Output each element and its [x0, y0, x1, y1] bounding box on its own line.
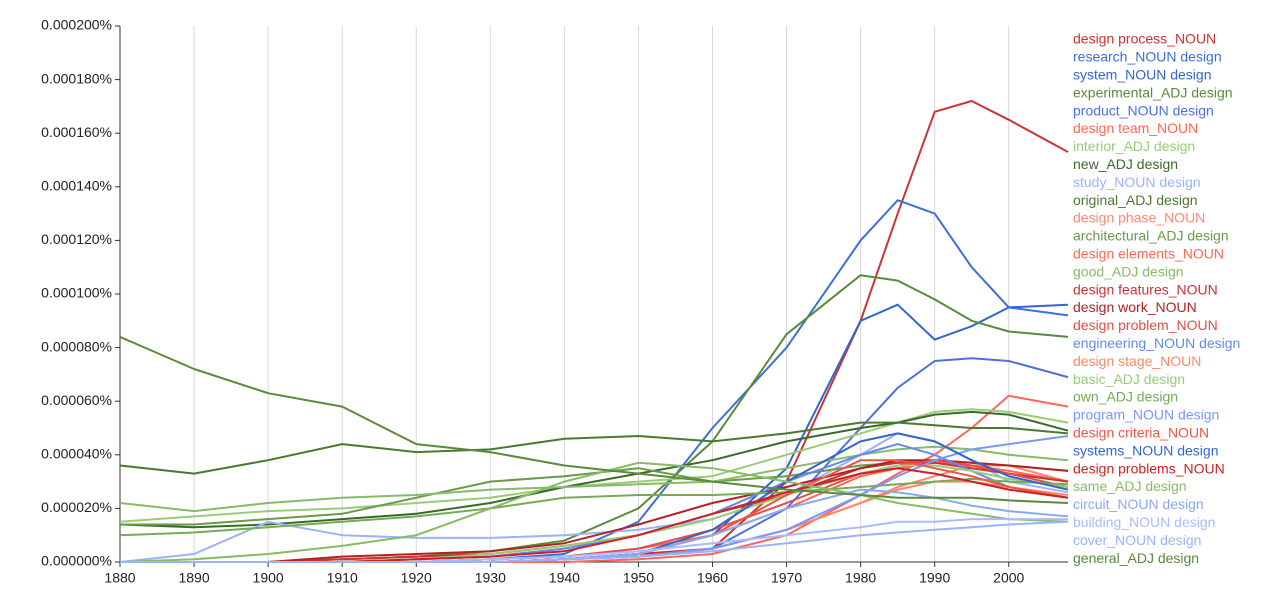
legend-label: design features_NOUN: [1073, 281, 1218, 297]
legend-label: systems_NOUN design: [1073, 442, 1219, 458]
series-line: [119, 410, 1069, 529]
series-line: [119, 461, 1069, 563]
x-tick-label: 1950: [623, 570, 654, 586]
series-line: [120, 459, 1069, 563]
y-tick-label: 0.000000%: [41, 553, 112, 569]
legend-label: design process_NOUN: [1073, 31, 1216, 47]
legend-label: study_NOUN design: [1073, 174, 1201, 190]
y-tick-label: 0.000020%: [41, 499, 112, 515]
y-tick-label: 0.000160%: [41, 124, 112, 140]
legend-label: original_ADJ design: [1073, 192, 1198, 208]
x-tick-label: 1900: [253, 570, 284, 586]
legend-label: product_NOUN design: [1073, 102, 1214, 118]
y-tick-label: 0.000040%: [41, 446, 112, 462]
y-tick-label: 0.000140%: [41, 178, 112, 194]
x-tick-label: 1880: [104, 570, 135, 586]
x-tick-label: 1890: [178, 570, 209, 586]
y-tick-label: 0.000120%: [41, 231, 112, 247]
legend-label: design phase_NOUN: [1073, 210, 1205, 226]
y-tick-label: 0.000060%: [41, 392, 112, 408]
x-tick-label: 1980: [845, 570, 876, 586]
legend-label: design elements_NOUN: [1073, 246, 1224, 262]
x-tick-label: 1960: [697, 570, 728, 586]
legend-label: program_NOUN design: [1073, 407, 1219, 423]
series-line: [120, 520, 1069, 563]
series-line: [120, 459, 1069, 526]
legend-label: design criteria_NOUN: [1073, 425, 1209, 441]
y-tick-label: 0.000080%: [41, 338, 112, 354]
series-line: [119, 477, 1069, 537]
x-tick-label: 1910: [327, 570, 358, 586]
legend-label: own_ADJ design: [1073, 389, 1178, 405]
series-line: [119, 335, 1069, 504]
legend-label: basic_ADJ design: [1073, 371, 1185, 387]
x-tick-label: 1990: [919, 570, 950, 586]
legend-label: cover_NOUN design: [1073, 532, 1201, 548]
legend-label: good_ADJ design: [1073, 263, 1184, 279]
legend-label: building_NOUN design: [1073, 514, 1215, 530]
x-tick-label: 2000: [993, 570, 1024, 586]
legend-label: system_NOUN design: [1073, 67, 1212, 83]
legend-label: design stage_NOUN: [1073, 353, 1201, 369]
x-tick-label: 1930: [475, 570, 506, 586]
legend-label: design problem_NOUN: [1073, 317, 1218, 333]
legend-label: engineering_NOUN design: [1073, 335, 1240, 351]
legend-label: design work_NOUN: [1073, 299, 1197, 315]
legend-label: new_ADJ design: [1073, 156, 1178, 172]
series-line: [120, 464, 1069, 563]
legend-label: design problems_NOUN: [1073, 460, 1225, 476]
legend-label: circuit_NOUN design: [1073, 496, 1204, 512]
legend-label: research_NOUN design: [1073, 49, 1222, 65]
y-tick-label: 0.000100%: [41, 285, 112, 301]
series-line: [120, 488, 1069, 563]
series-line: [120, 464, 1069, 563]
legend-label: interior_ADJ design: [1073, 138, 1195, 154]
series-line: [119, 408, 1069, 523]
x-tick-label: 1970: [771, 570, 802, 586]
legend-label: same_ADJ design: [1073, 478, 1187, 494]
legend-label: experimental_ADJ design: [1073, 84, 1233, 100]
legend-label: architectural_ADJ design: [1073, 228, 1229, 244]
series-line: [119, 421, 1069, 475]
y-tick-label: 0.000200%: [41, 17, 112, 33]
legend-label: general_ADJ design: [1073, 550, 1199, 566]
legend-label: design team_NOUN: [1073, 120, 1198, 136]
y-tick-label: 0.000180%: [41, 70, 112, 86]
x-tick-label: 1940: [549, 570, 580, 586]
series-line: [119, 445, 1069, 513]
x-tick-label: 1920: [401, 570, 432, 586]
